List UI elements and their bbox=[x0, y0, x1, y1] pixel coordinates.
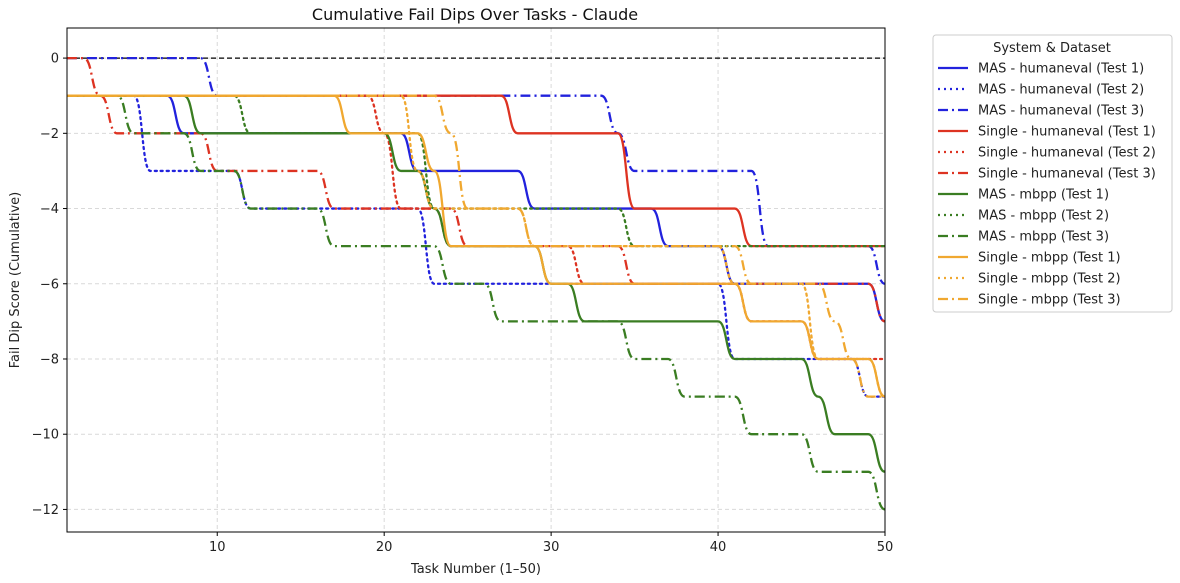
legend-entry-label: Single - humaneval (Test 3) bbox=[978, 167, 1156, 182]
series-line-9 bbox=[67, 94, 885, 511]
series-line-10 bbox=[67, 94, 885, 398]
x-tick-label: 50 bbox=[877, 540, 894, 555]
chart-title: Cumulative Fail Dips Over Tasks - Claude bbox=[312, 5, 638, 24]
x-axis-label: Task Number (1–50) bbox=[410, 562, 541, 577]
y-tick-label: −10 bbox=[32, 428, 59, 443]
legend-entry-label: MAS - humaneval (Test 2) bbox=[978, 83, 1144, 98]
legend-entry-label: Single - humaneval (Test 1) bbox=[978, 125, 1156, 140]
y-tick-label: −12 bbox=[32, 503, 59, 518]
y-tick-label: −2 bbox=[40, 127, 59, 142]
plot-frame bbox=[66, 27, 886, 533]
series-line-11 bbox=[67, 94, 885, 398]
legend-entry-label: MAS - humaneval (Test 3) bbox=[978, 104, 1144, 119]
legend-entry-label: Single - mbpp (Test 2) bbox=[978, 272, 1121, 287]
legend-entry-label: Single - mbpp (Test 3) bbox=[978, 293, 1121, 308]
legend-entry-label: MAS - mbpp (Test 1) bbox=[978, 188, 1109, 203]
legend-entry-label: MAS - humaneval (Test 1) bbox=[978, 62, 1144, 77]
y-tick-label: −6 bbox=[40, 277, 59, 292]
x-tick-label: 40 bbox=[710, 540, 727, 555]
y-tick-label: 0 bbox=[51, 52, 59, 67]
legend-entry-label: Single - humaneval (Test 2) bbox=[978, 146, 1156, 161]
y-tick-label: −4 bbox=[40, 202, 59, 217]
legend-entry-label: MAS - mbpp (Test 2) bbox=[978, 209, 1109, 224]
series-line-3 bbox=[67, 56, 885, 285]
legend-entry-label: Single - mbpp (Test 1) bbox=[978, 251, 1121, 266]
x-tick-label: 30 bbox=[543, 540, 560, 555]
legend-title: System & Dataset bbox=[993, 41, 1111, 56]
x-tick-label: 10 bbox=[209, 540, 226, 555]
y-tick-label: −8 bbox=[40, 352, 59, 367]
legend-items: MAS - humaneval (Test 1) MAS - humaneval … bbox=[938, 62, 1156, 308]
legend: System & Dataset MAS - humaneval (Test 1… bbox=[932, 34, 1173, 313]
y-axis-ticks: 0 −2 −4 −6 −8 −10 −12 bbox=[32, 52, 67, 518]
series-line-6 bbox=[67, 56, 885, 323]
plot-area bbox=[67, 56, 885, 511]
series-line-12 bbox=[67, 94, 885, 398]
x-axis-ticks: 10 20 30 40 50 bbox=[209, 532, 893, 555]
x-tick-label: 20 bbox=[376, 540, 393, 555]
legend-box bbox=[932, 34, 1173, 313]
y-axis-label: Fail Dip Score (Cumulative) bbox=[8, 192, 23, 369]
legend-entry-label: MAS - mbpp (Test 3) bbox=[978, 230, 1109, 245]
